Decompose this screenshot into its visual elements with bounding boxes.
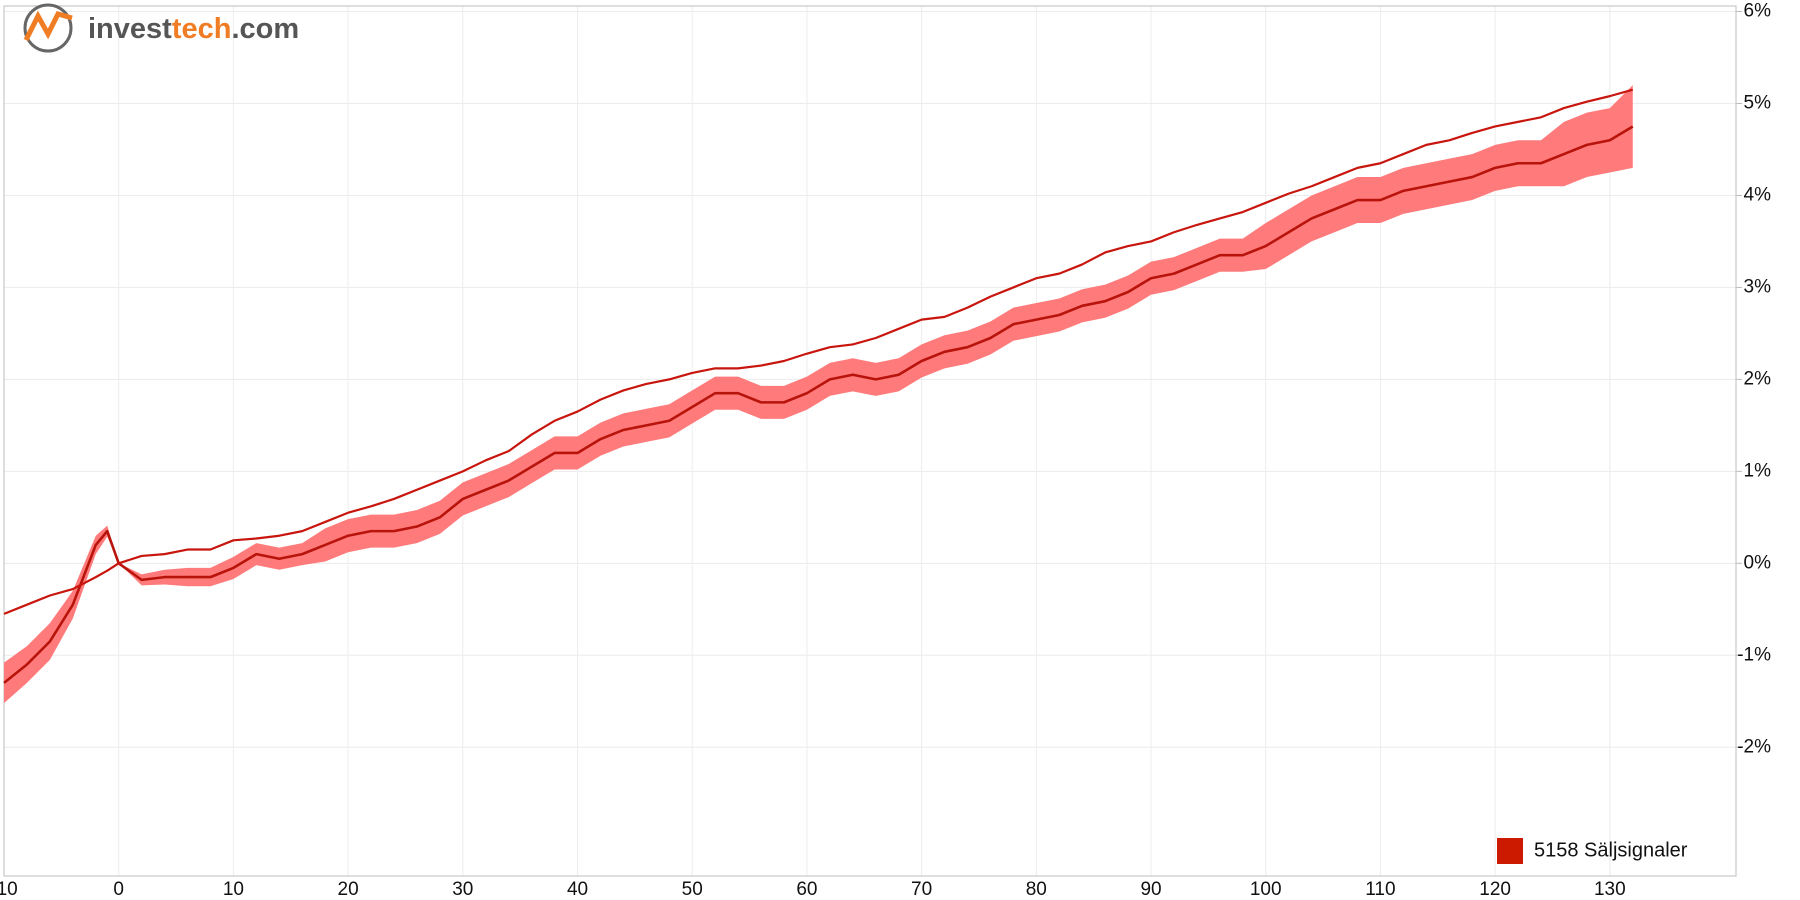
x-tick-label: 0 (113, 879, 124, 900)
series-line (3, 88, 1634, 615)
x-tick-label: 110 (1365, 879, 1395, 900)
legend-swatch (1497, 838, 1523, 864)
y-tick-label: 6% (1744, 1, 1772, 22)
y-tick-label: 4% (1744, 184, 1772, 205)
band (4, 85, 1633, 704)
logo-part: invest (88, 13, 172, 45)
x-tick-label: 120 (1479, 879, 1511, 900)
x-tick-label: 10 (223, 879, 244, 900)
logo-part: tech (172, 13, 232, 45)
series-line (3, 125, 1634, 684)
logo: investtech.com (23, 3, 299, 53)
x-tick-label: 50 (682, 879, 703, 900)
x-tick-label: 130 (1594, 879, 1626, 900)
y-tick-label: 3% (1744, 276, 1772, 297)
y-tick-label: -2% (1737, 736, 1771, 757)
logo-mark (23, 10, 73, 42)
y-tick-label: -1% (1737, 644, 1771, 665)
logo-part: .com (231, 13, 299, 45)
y-tick-label: 5% (1744, 92, 1772, 113)
y-tick-label: 1% (1744, 460, 1772, 481)
x-tick-label: 70 (911, 879, 932, 900)
y-tick-label: 0% (1744, 552, 1772, 573)
logo-text: investtech.com (88, 13, 299, 45)
x-tick-label: 80 (1026, 879, 1047, 900)
x-tick-label: 20 (338, 879, 359, 900)
x-tick-label: 60 (796, 879, 817, 900)
x-tick-label: 100 (1250, 879, 1282, 900)
legend-label: 5158 Säljsignaler (1534, 839, 1688, 861)
y-tick-label: 2% (1744, 368, 1772, 389)
x-tick-label: 40 (567, 879, 588, 900)
x-tick-label: 30 (452, 879, 473, 900)
x-tick-label: -10 (0, 879, 18, 900)
plot-frame (3, 5, 1737, 877)
x-tick-label: 90 (1140, 879, 1161, 900)
